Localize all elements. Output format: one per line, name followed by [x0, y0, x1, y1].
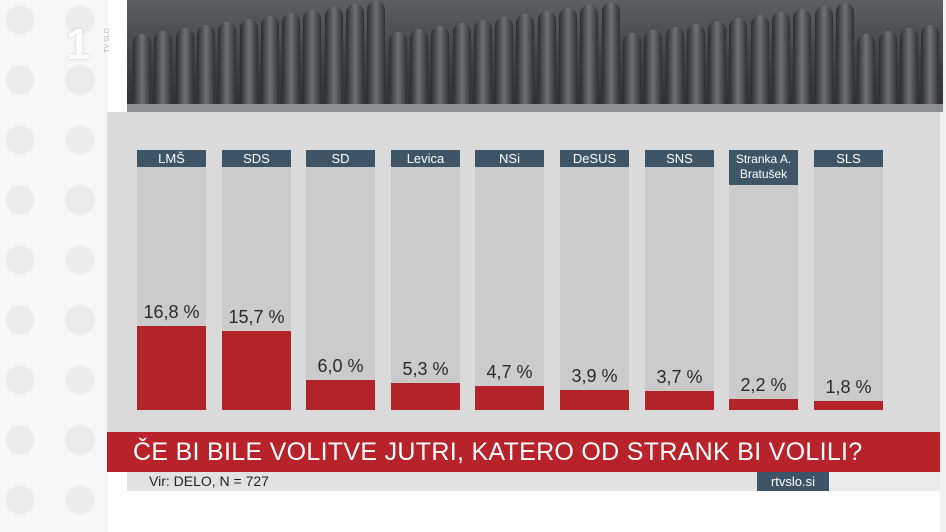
category-label: SNS — [645, 150, 714, 167]
sculpture-figure — [388, 32, 407, 104]
category-label: SDS — [222, 150, 291, 167]
bar-background — [814, 150, 883, 410]
category-label: Stranka A. Bratušek — [729, 150, 798, 185]
bar-background — [560, 150, 629, 410]
sculpture-figure — [324, 7, 343, 104]
sculpture-figure — [921, 25, 940, 104]
channel-logo: 1 TV SLO — [66, 20, 111, 69]
sculpture-figure — [878, 31, 897, 104]
sculpture-figure — [793, 9, 812, 104]
data-label: 5,3 % — [402, 359, 449, 379]
bar-background — [475, 150, 544, 410]
data-label: 3,7 % — [656, 367, 703, 387]
sculpture-figure — [835, 3, 854, 104]
bar — [137, 326, 206, 410]
category-label: Levica — [391, 150, 460, 167]
sculpture-figure — [175, 28, 194, 104]
bar — [222, 331, 291, 410]
data-label: 1,8 % — [825, 377, 872, 397]
sculpture-figure — [282, 13, 301, 104]
source-text: Vir: DELO, N = 727 — [127, 472, 757, 491]
sculpture-figure — [218, 22, 237, 104]
sculpture-figure — [346, 4, 364, 104]
sculpture-figure — [729, 18, 748, 104]
category-label: SLS — [814, 150, 883, 167]
sculpture-figure — [601, 2, 620, 104]
category-label: NSi — [475, 150, 544, 167]
sculpture-figure — [665, 27, 684, 104]
sculpture-figure — [622, 33, 641, 104]
bar-background — [729, 150, 798, 410]
bar-background — [306, 150, 375, 410]
sculpture-figure — [899, 28, 918, 104]
channel-sub-label: TV SLO — [104, 28, 111, 53]
data-label: 6,0 % — [317, 356, 364, 376]
parliament-sculpture-image — [127, 0, 943, 112]
background-edge — [940, 0, 946, 532]
data-label: 16,8 % — [143, 302, 200, 322]
background-pattern — [0, 0, 108, 532]
source-strip-end — [829, 472, 940, 491]
category-label: SD — [306, 150, 375, 167]
bar — [729, 399, 798, 410]
category-label: DeSUS — [560, 150, 629, 167]
sculpture-figure — [473, 20, 492, 104]
bar — [391, 383, 460, 410]
frieze-base — [127, 104, 943, 112]
sculpture-figure — [133, 34, 151, 104]
sculpture-figure — [431, 26, 450, 104]
data-label: 3,9 % — [571, 366, 618, 386]
sculpture-figure — [154, 31, 173, 104]
sculpture-figure — [814, 6, 833, 104]
data-label: 4,7 % — [486, 362, 533, 382]
sculpture-figure — [260, 16, 279, 104]
sculpture-figure — [686, 24, 705, 104]
sculpture-figure — [708, 21, 727, 104]
bar — [306, 380, 375, 410]
bar — [645, 391, 714, 410]
sculpture-figure — [559, 8, 577, 104]
data-label: 15,7 % — [228, 307, 285, 327]
sculpture-figure — [409, 29, 428, 104]
sculpture-figure — [580, 5, 599, 104]
sculpture-figure — [857, 34, 876, 104]
question-banner: ČE BI BILE VOLITVE JUTRI, KATERO OD STRA… — [107, 432, 940, 472]
sculpture-figure — [772, 12, 790, 104]
sculpture-figure — [495, 17, 514, 104]
sculpture-figure — [750, 15, 769, 104]
sculpture-figure — [516, 14, 535, 104]
bar — [560, 390, 629, 410]
bar — [475, 386, 544, 410]
sculpture-figure — [452, 23, 471, 104]
sculpture-figure — [196, 25, 215, 104]
bar-background — [391, 150, 460, 410]
site-badge: rtvslo.si — [757, 472, 829, 491]
bar — [814, 401, 883, 410]
category-label: LMŠ — [137, 150, 206, 167]
bar-background — [645, 150, 714, 410]
sculpture-figure — [644, 30, 663, 104]
data-label: 2,2 % — [740, 375, 787, 395]
sculpture-figure — [239, 19, 258, 104]
sculpture-figure — [537, 11, 556, 104]
sculpture-figure — [367, 1, 386, 104]
sculpture-figure — [303, 10, 322, 104]
channel-number: 1 — [66, 20, 91, 69]
